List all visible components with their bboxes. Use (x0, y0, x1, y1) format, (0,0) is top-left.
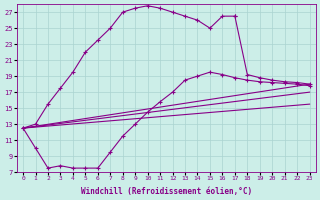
X-axis label: Windchill (Refroidissement éolien,°C): Windchill (Refroidissement éolien,°C) (81, 187, 252, 196)
